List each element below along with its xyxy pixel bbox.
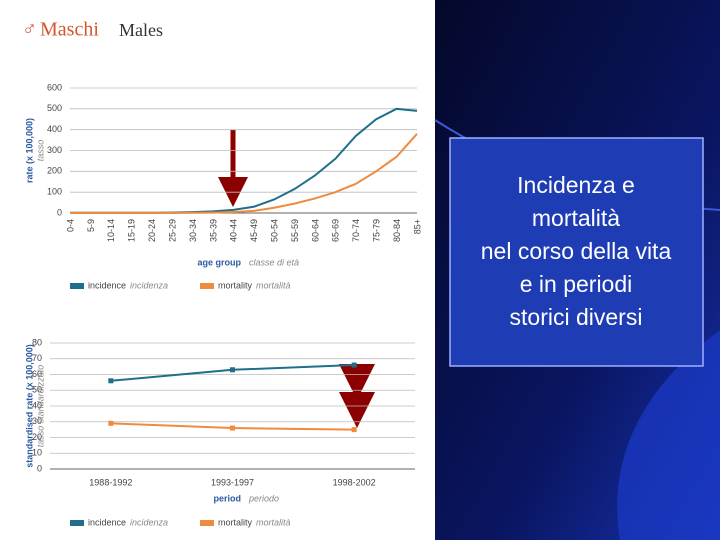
- left-panel: [0, 0, 435, 540]
- x-tick-label: 50-54: [269, 219, 279, 242]
- x-tick-label: 20-24: [147, 219, 157, 242]
- textbox-bg: [449, 137, 704, 367]
- x-tick-label: 40-44: [229, 219, 239, 242]
- point: [108, 378, 114, 384]
- x-tick-label: 45-49: [249, 219, 259, 242]
- y-axis-label-it: tasso standardizzato: [35, 365, 45, 448]
- point: [230, 367, 235, 373]
- point: [230, 425, 235, 431]
- textbox-line: e in periodi: [520, 271, 633, 297]
- x-tick-label: 55-59: [290, 219, 300, 242]
- y-tick-label: 400: [47, 124, 62, 134]
- y-tick-label: 300: [47, 145, 62, 155]
- y-tick-label: 30: [32, 416, 42, 426]
- x-tick-label: 70-74: [351, 219, 361, 242]
- legend-label-it: mortalità: [256, 517, 291, 527]
- x-tick-label: 10-14: [106, 219, 116, 242]
- textbox-line: storici diversi: [510, 304, 643, 330]
- header-title: Maschi: [40, 19, 99, 41]
- y-axis-label: standardised rate (x 100,000): [24, 344, 34, 468]
- legend-label-it: incidenza: [130, 517, 168, 527]
- y-tick-label: 0: [57, 207, 62, 217]
- legend-label: incidence: [88, 280, 126, 290]
- x-tick-label: 85+: [412, 219, 422, 234]
- y-tick-label: 100: [47, 187, 62, 197]
- x-tick-label: 60-64: [310, 219, 320, 242]
- y-axis-label-it: tasso: [35, 140, 45, 162]
- textbox-line: nel corso della vita: [481, 238, 672, 264]
- legend-swatch: [70, 520, 84, 526]
- x-axis-label: period: [213, 493, 241, 503]
- y-tick-label: 500: [47, 103, 62, 113]
- y-tick-label: 0: [37, 463, 42, 473]
- x-tick-label: 75-79: [372, 219, 382, 242]
- x-axis-label-it: periodo: [248, 493, 279, 503]
- y-axis-label: rate (x 100,000): [24, 118, 34, 183]
- header-symbol: ♂: [22, 19, 37, 41]
- x-tick-label: 65-69: [331, 219, 341, 242]
- header-subtitle: Males: [119, 20, 163, 40]
- textbox-line: Incidenza e: [517, 172, 635, 198]
- legend-label: mortality: [218, 280, 253, 290]
- y-tick-label: 600: [47, 82, 62, 92]
- x-tick-label: 30-34: [188, 219, 198, 242]
- textbox: Incidenza e mortalità nel corso della vita…: [449, 137, 704, 367]
- y-tick-label: 40: [32, 400, 42, 410]
- y-tick-label: 10: [32, 448, 42, 458]
- point: [351, 362, 357, 368]
- textbox-line: mortalità: [532, 205, 620, 231]
- legend-swatch: [200, 520, 214, 526]
- legend-label: incidence: [88, 517, 126, 527]
- y-tick-label: 200: [47, 166, 62, 176]
- legend-label-it: incidenza: [130, 280, 168, 290]
- x-tick-label: 15-19: [127, 219, 137, 242]
- y-tick-label: 60: [32, 369, 42, 379]
- x-tick-label: 0-4: [65, 219, 75, 232]
- y-tick-label: 80: [32, 337, 42, 347]
- x-axis-label-it: classe di età: [249, 257, 299, 267]
- x-tick-label: 35-39: [208, 219, 218, 242]
- legend-label-it: mortalità: [256, 280, 291, 290]
- legend-swatch: [70, 283, 84, 289]
- x-tick-label: 25-29: [167, 219, 177, 242]
- x-tick-label: 1988-1992: [89, 477, 132, 487]
- x-axis-label: age group: [197, 257, 241, 267]
- x-tick-label: 5-9: [86, 219, 96, 232]
- x-tick-label: 80-84: [392, 219, 402, 242]
- legend-label: mortality: [218, 517, 253, 527]
- point: [351, 427, 357, 433]
- y-tick-label: 70: [32, 353, 42, 363]
- point: [108, 420, 114, 426]
- y-tick-label: 50: [32, 385, 42, 395]
- legend-swatch: [200, 283, 214, 289]
- x-tick-label: 1993-1997: [211, 477, 254, 487]
- y-tick-label: 20: [32, 432, 42, 442]
- series-line: [70, 133, 418, 214]
- x-tick-label: 1998-2002: [333, 477, 376, 487]
- decor: [617, 330, 720, 540]
